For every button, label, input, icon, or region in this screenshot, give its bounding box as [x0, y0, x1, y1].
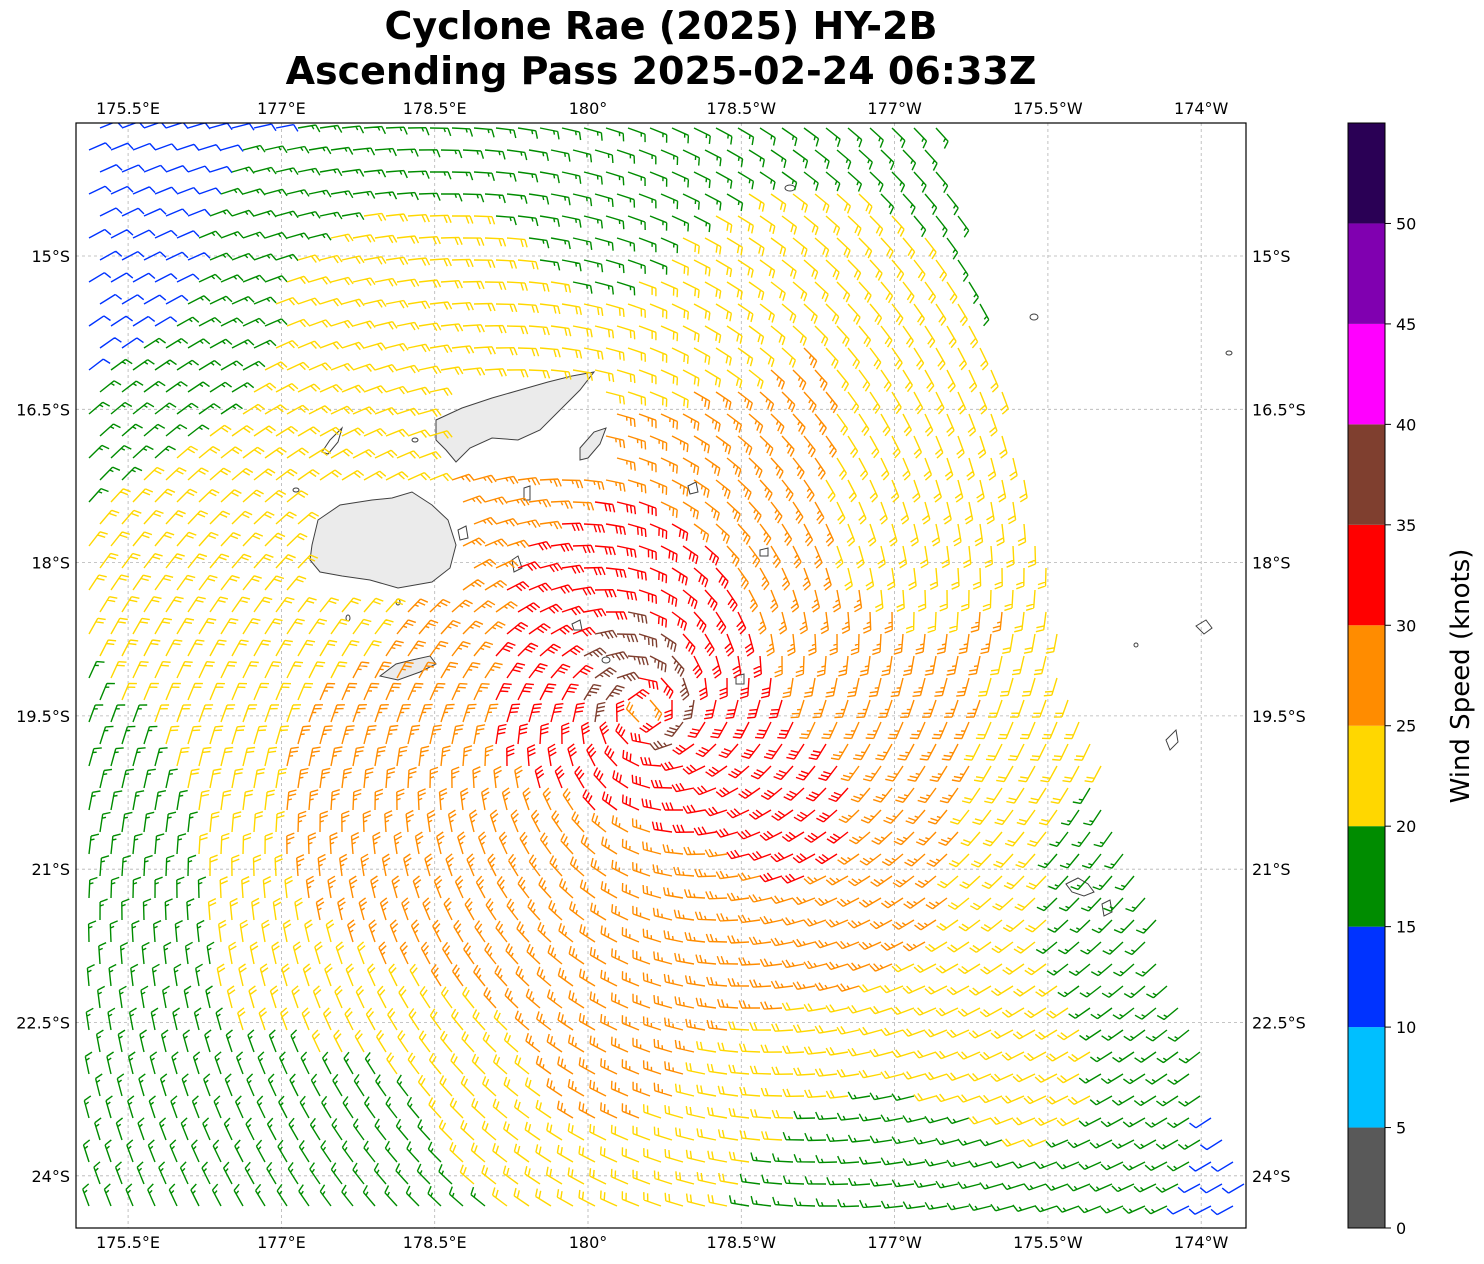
lon-tick-label-bottom: 175.5°W	[1013, 1233, 1083, 1252]
colorbar-label: Wind Speed (knots)	[1446, 549, 1476, 804]
colorbar-tick-label: 15	[1396, 918, 1416, 937]
lat-tick-label-right: 22.5°S	[1252, 1014, 1306, 1033]
lau-island-4	[571, 619, 583, 631]
lat-tick-label-right: 16.5°S	[1252, 400, 1306, 419]
colorbar-tick-label: 45	[1396, 315, 1416, 334]
lau-island-1	[511, 555, 523, 573]
colorbar-tick-label: 0	[1396, 1219, 1406, 1238]
lau-island-6	[687, 481, 699, 495]
lon-tick-label-bottom: 180°	[569, 1233, 608, 1252]
lon-tick-label-bottom: 178.5°W	[706, 1233, 776, 1252]
colorbar-bin	[1348, 223, 1385, 324]
tonga-island-2	[1101, 899, 1113, 917]
small-island-2	[411, 437, 419, 443]
colorbar-tick-label: 35	[1396, 516, 1416, 535]
lau-island-3	[523, 485, 531, 501]
small-island-7	[601, 656, 611, 664]
colorbar-tick-label: 40	[1396, 415, 1416, 434]
colorbar-bin	[1348, 1027, 1385, 1128]
colorbar-bin	[1348, 323, 1385, 425]
colorbar-tick-label: 30	[1396, 616, 1416, 635]
wind-barb-group	[495, 501, 849, 884]
chart-title: Cyclone Rae (2025) HY-2B Ascending Pass …	[76, 4, 1246, 94]
title-line-2: Ascending Pass 2025-02-24 06:33Z	[285, 49, 1037, 93]
lon-tick-label-bottom: 177°W	[867, 1233, 922, 1252]
lon-tick-label-top: 178.5°W	[706, 99, 776, 118]
lon-tick-label-top: 177°W	[867, 99, 922, 118]
lon-tick-label-top: 175.5°W	[1013, 99, 1083, 118]
axis-ticks: 175.5°E 175.5°E 177°E 177°E 178.5°E 178.5°E 18…	[16, 99, 1306, 1252]
yasawa-islands	[321, 426, 344, 455]
colorbar-bin	[1348, 826, 1385, 927]
colorbar-bin	[1348, 424, 1385, 525]
lon-tick-label-bottom: 178.5°E	[403, 1233, 467, 1252]
lat-tick-label-left: 21°S	[31, 860, 70, 879]
colorbar-frame	[1347, 122, 1386, 1229]
lat-tick-label-left: 22.5°S	[16, 1014, 70, 1033]
lat-tick-label-left: 19.5°S	[16, 707, 70, 726]
colorbar-bin	[1348, 926, 1385, 1028]
lat-tick-label-left: 24°S	[31, 1167, 70, 1186]
lau-island-5	[759, 547, 769, 557]
lau-island-7	[735, 673, 745, 685]
lat-tick-label-right: 24°S	[1252, 1167, 1291, 1186]
tonga-island-1	[1065, 877, 1095, 897]
colorbar-tick-label: 50	[1396, 214, 1416, 233]
colorbar-bin	[1348, 1127, 1385, 1228]
lat-tick-label-left: 18°S	[31, 554, 70, 573]
colorbar-bin	[1348, 725, 1385, 827]
lon-tick-label-top: 175.5°E	[96, 99, 160, 118]
tonga-island-4	[1165, 728, 1179, 751]
colorbar: 0 5 10 15 20 25 30 35 40 45 50	[1347, 122, 1416, 1238]
small-island-6	[784, 184, 796, 192]
colorbar-bin	[1348, 123, 1385, 224]
gridlines	[76, 123, 1246, 1228]
wind-barb-group	[88, 193, 1102, 1207]
niuafoou-island	[1029, 313, 1039, 321]
map-frame	[75, 122, 1247, 1229]
small-island-1	[1133, 642, 1139, 648]
lon-tick-label-top: 174°W	[1174, 99, 1229, 118]
vanua-levu-island	[435, 371, 596, 463]
tafahi-island	[1225, 350, 1233, 356]
lat-tick-label-right: 15°S	[1252, 247, 1291, 266]
lon-tick-label-bottom: 175.5°E	[96, 1233, 160, 1252]
small-island-5	[292, 487, 300, 493]
colorbar-tick-label: 25	[1396, 717, 1416, 736]
lon-tick-label-bottom: 177°E	[257, 1233, 306, 1252]
lon-tick-label-top: 177°E	[257, 99, 306, 118]
lat-tick-label-left: 16.5°S	[16, 400, 70, 419]
lat-tick-label-left: 15°S	[31, 247, 70, 266]
colorbar-tick-label: 20	[1396, 817, 1416, 836]
wind-barb-group	[286, 347, 1003, 1119]
coastlines	[292, 184, 1233, 917]
colorbar-bin	[1348, 524, 1385, 626]
lat-tick-label-right: 18°S	[1252, 554, 1291, 573]
wind-barb-group	[583, 611, 695, 751]
lau-island-2	[457, 525, 469, 541]
lon-tick-label-top: 178.5°E	[403, 99, 467, 118]
viti-levu-island	[309, 491, 457, 589]
tonga-island-3	[1195, 619, 1213, 635]
wind-barb-group	[88, 123, 1245, 1216]
kadavu-island	[378, 655, 437, 681]
title-line-1: Cyclone Rae (2025) HY-2B	[384, 4, 938, 48]
lon-tick-label-top: 180°	[569, 99, 608, 118]
colorbar-bin	[1348, 625, 1385, 726]
wind-barbs	[82, 123, 1245, 1216]
lat-tick-label-right: 21°S	[1252, 860, 1291, 879]
colorbar-tick-label: 10	[1396, 1018, 1416, 1037]
lon-tick-label-bottom: 174°W	[1174, 1233, 1229, 1252]
colorbar-tick-label: 5	[1396, 1119, 1406, 1138]
lat-tick-label-right: 19.5°S	[1252, 707, 1306, 726]
taveuni-island	[579, 427, 607, 461]
wind-barb-group	[82, 124, 1201, 1215]
